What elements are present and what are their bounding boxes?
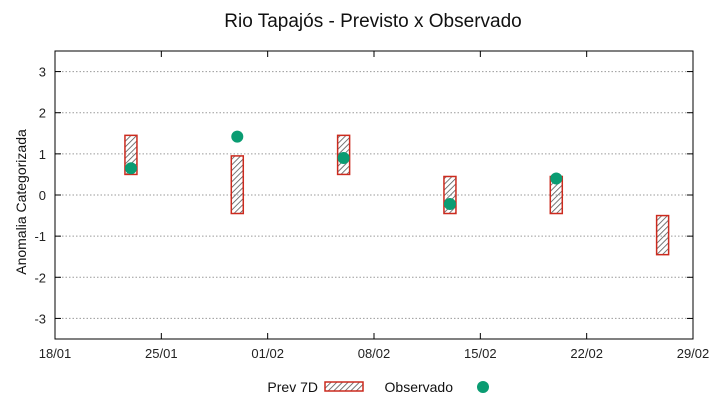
observed-point [124,162,137,175]
chart-title: Rio Tapajós - Previsto x Observado [224,11,521,32]
x-tick-label: 25/01 [145,346,178,361]
legend-swatch-prev [324,381,364,392]
observed-point [337,151,350,164]
observed-point [443,198,456,211]
x-axis-ticks: 18/01 25/01 01/02 08/02 15/02 22/02 29/02 [39,51,710,361]
x-tick-label: 18/01 [39,346,72,361]
y-axis-label: Anomalia Categorizada [13,129,29,275]
y-tick-label: -3 [34,311,46,326]
y-axis-ticks: -3 -2 -1 0 1 2 3 [34,65,693,326]
x-tick-label: 15/02 [464,346,497,361]
x-tick-label: 22/02 [570,346,603,361]
legend-label-observado: Observado [385,379,454,395]
y-tick-label: 2 [39,106,46,121]
plot-frame [54,50,694,340]
x-tick-label: 08/02 [358,346,391,361]
legend-marker-observado [477,381,489,393]
observed-point [550,172,563,185]
y-tick-label: -1 [34,229,46,244]
x-tick-label: 29/02 [677,346,710,361]
y-tick-label: 1 [39,147,46,162]
legend: Prev 7D Observado [267,379,489,395]
observed-point [231,130,244,143]
x-tick-label: 01/02 [251,346,284,361]
y-tick-label: -2 [34,270,46,285]
y-tick-label: 3 [39,65,46,80]
y-tick-label: 0 [39,188,46,203]
grid-lines [55,71,693,319]
legend-label-prev: Prev 7D [267,379,318,395]
forecast-range-box [655,214,670,256]
forecast-range-box [230,155,245,215]
data-marks [124,130,670,256]
